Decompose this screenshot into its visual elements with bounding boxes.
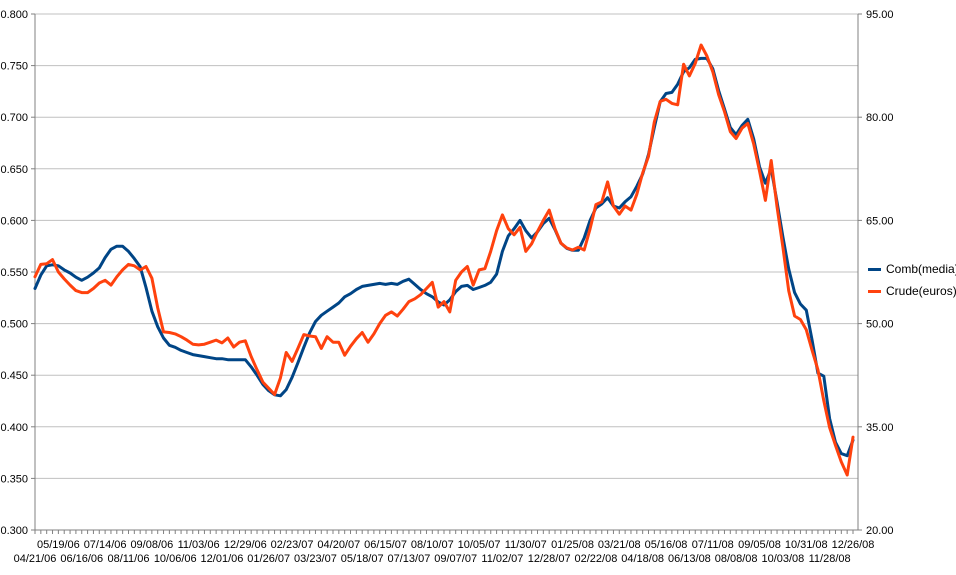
x-axis-tick-label: 06/15/07 — [364, 539, 407, 551]
x-axis-tick-label: 04/20/07 — [317, 539, 360, 551]
x-axis-tick-label: 12/26/08 — [832, 539, 875, 551]
x-axis-tick-label: 03/21/08 — [598, 539, 641, 551]
x-axis-tick-label: 08/11/06 — [107, 553, 149, 565]
left-axis-tick-label: 0.500 — [0, 319, 28, 331]
right-axis-tick-label: 50.00 — [866, 319, 894, 331]
gridlines — [35, 13, 858, 531]
legend-item-crude: Crude(euros) — [868, 280, 956, 302]
x-axis-tick-label: 05/18/07 — [341, 553, 384, 565]
x-axis-tick-label: 10/06/06 — [154, 553, 197, 565]
x-axis-tick-label: 06/16/06 — [60, 553, 103, 565]
left-axis-tick-label: 0.600 — [0, 215, 28, 227]
comb-series-line — [33, 56, 855, 458]
legend-label-crude: Crude(euros) — [886, 284, 956, 298]
x-axis-tick-label: 11/03/06 — [178, 539, 220, 551]
x-axis-tick-label: 05/16/08 — [645, 539, 688, 551]
right-axis-tick-label: 95.00 — [866, 9, 894, 21]
x-axis-tick-label: 07/13/07 — [388, 553, 431, 565]
left-axis-tick-label: 0.300 — [0, 525, 28, 537]
x-axis-tick-label: 11/28/08 — [809, 553, 851, 565]
axes — [31, 13, 862, 534]
x-axis-tick-label: 07/11/08 — [692, 539, 734, 551]
left-axis-tick-label: 0.350 — [0, 473, 28, 485]
x-axis-tick-label: 06/13/08 — [668, 553, 711, 565]
right-axis-tick-label: 65.00 — [866, 215, 894, 227]
x-axis-tick-label: 10/31/08 — [785, 539, 828, 551]
legend-item-comb: Comb(media) — [868, 258, 956, 280]
x-axis-tick-label: 08/08/08 — [715, 553, 758, 565]
x-axis-tick-label: 12/28/07 — [528, 553, 571, 565]
legend: Comb(media) Crude(euros) — [868, 258, 956, 302]
left-axis-tick-label: 0.450 — [0, 370, 28, 382]
x-axis-tick-label: 01/26/07 — [247, 553, 290, 565]
left-axis-tick-label: 0.800 — [0, 9, 28, 21]
left-axis-tick-label: 0.650 — [0, 164, 28, 176]
right-axis-tick-label: 20.00 — [866, 525, 894, 537]
x-axis-tick-label: 12/29/06 — [224, 539, 267, 551]
x-axis-tick-label: 02/22/08 — [575, 553, 618, 565]
x-axis-tick-label: 04/21/06 — [14, 553, 57, 565]
x-axis-tick-label: 03/23/07 — [294, 553, 337, 565]
left-axis-tick-label: 0.750 — [0, 61, 28, 73]
right-axis-tick-label: 80.00 — [866, 112, 894, 124]
legend-label-comb: Comb(media) — [886, 262, 956, 276]
x-axis-tick-label: 09/07/07 — [434, 553, 477, 565]
x-axis-tick-label: 05/19/06 — [37, 539, 80, 551]
left-axis-tick-label: 0.550 — [0, 267, 28, 279]
x-axis-tick-label: 10/05/07 — [458, 539, 501, 551]
x-axis-tick-label: 02/23/07 — [271, 539, 314, 551]
x-axis-tick-label: 11/02/07 — [481, 553, 523, 565]
x-axis-tick-label: 09/08/06 — [130, 539, 173, 551]
x-axis-tick-label: 08/10/07 — [411, 539, 454, 551]
x-axis-tick-label: 12/01/06 — [201, 553, 244, 565]
right-axis-tick-label: 35.00 — [866, 422, 894, 434]
crude-series-line — [33, 43, 855, 477]
x-axis-tick-label: 11/30/07 — [505, 539, 547, 551]
left-axis-tick-label: 0.700 — [0, 112, 28, 124]
x-axis-tick-label: 07/14/06 — [84, 539, 127, 551]
x-axis-tick-label: 10/03/08 — [761, 553, 804, 565]
x-axis-tick-label: 09/05/08 — [738, 539, 781, 551]
x-axis-tick-label: 01/25/08 — [551, 539, 594, 551]
comb-series-swatch-icon — [868, 267, 881, 271]
left-axis-tick-label: 0.400 — [0, 422, 28, 434]
x-axis-tick-label: 04/18/08 — [621, 553, 664, 565]
crude-series-swatch-icon — [868, 289, 881, 293]
